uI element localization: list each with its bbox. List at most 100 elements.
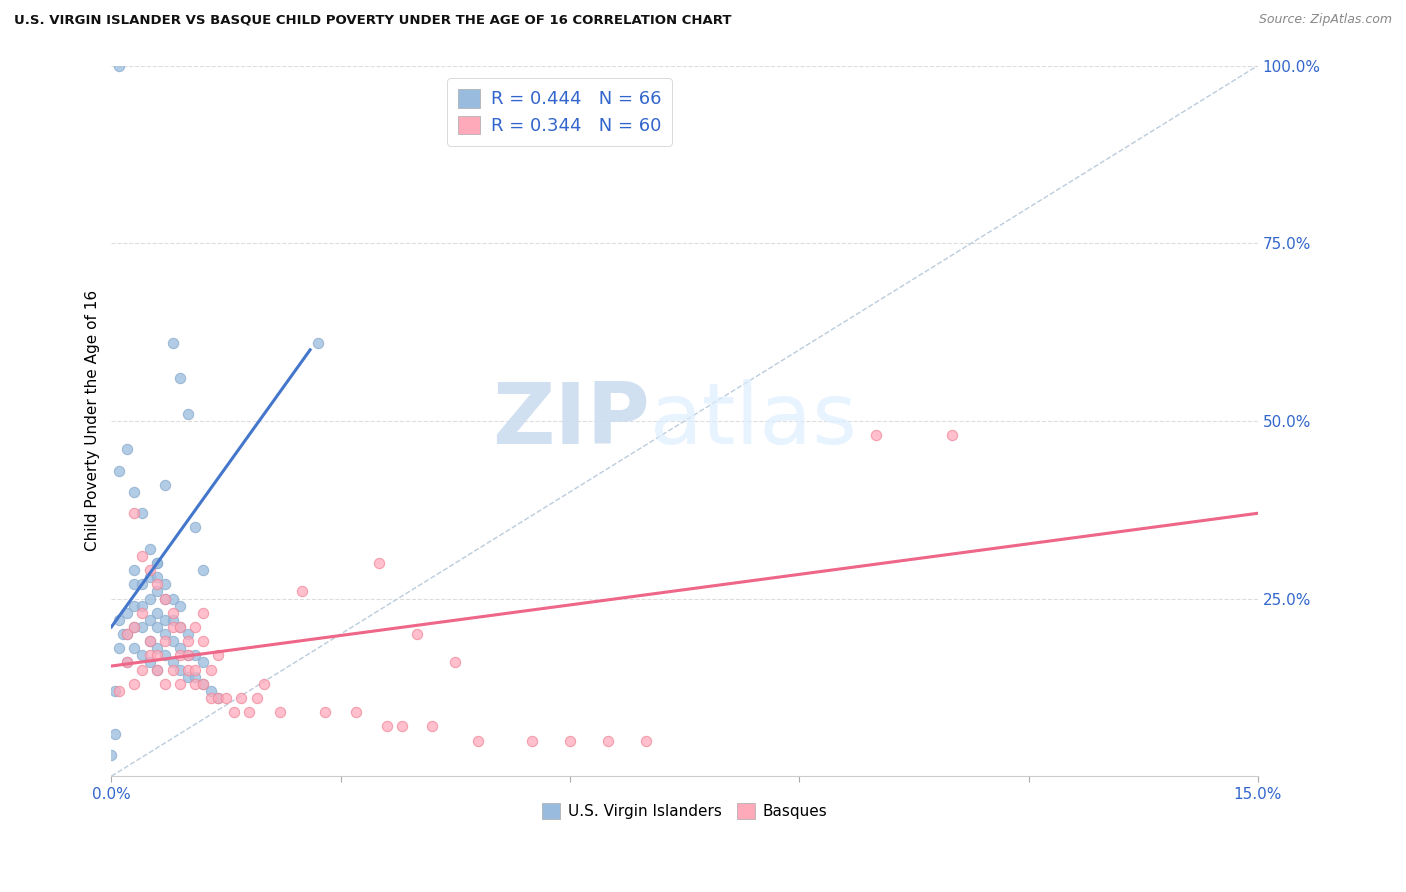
Point [138,648,160,663]
Point [124,563,146,577]
Point [162,591,184,606]
Point [177,648,200,663]
Point [124,485,146,500]
Point [162,335,184,350]
Point [191,563,214,577]
Point [115,606,138,620]
Point [344,705,367,719]
Point [184,677,207,691]
Point [375,719,398,733]
Point [162,656,184,670]
Point [191,677,214,691]
Point [138,591,160,606]
Point [146,606,169,620]
Point [153,648,176,663]
Point [115,627,138,641]
Point [231,691,253,706]
Text: Source: ZipAtlas.com: Source: ZipAtlas.com [1258,13,1392,27]
Point [146,556,169,570]
Text: atlas: atlas [650,379,858,462]
Point [146,556,169,570]
Point [200,691,222,706]
Point [200,663,222,677]
Y-axis label: Child Poverty Under the Age of 16: Child Poverty Under the Age of 16 [86,290,100,551]
Point [291,584,314,599]
Point [153,478,176,492]
Point [162,606,184,620]
Point [146,663,169,677]
Point [162,620,184,634]
Point [115,656,138,670]
Point [200,684,222,698]
Point [391,719,413,733]
Point [124,620,146,634]
Point [124,506,146,520]
Point [108,641,131,656]
Point [269,705,291,719]
Point [184,670,207,684]
Point [115,627,138,641]
Point [865,428,887,442]
Point [444,656,467,670]
Point [138,570,160,584]
Point [184,520,207,534]
Point [124,599,146,613]
Point [115,442,138,457]
Point [207,691,229,706]
Point [169,677,191,691]
Point [138,656,160,670]
Point [131,577,153,591]
Point [153,577,176,591]
Point [184,663,207,677]
Point [558,733,581,747]
Text: U.S. VIRGIN ISLANDER VS BASQUE CHILD POVERTY UNDER THE AGE OF 16 CORRELATION CHA: U.S. VIRGIN ISLANDER VS BASQUE CHILD POV… [14,13,731,27]
Point [153,627,176,641]
Point [169,371,191,385]
Point [131,663,153,677]
Point [467,733,489,747]
Point [131,620,153,634]
Legend: U.S. Virgin Islanders, Basques: U.S. Virgin Islanders, Basques [536,797,834,825]
Point [253,677,276,691]
Point [598,733,620,747]
Point [367,556,389,570]
Point [138,563,160,577]
Point [104,726,127,740]
Point [153,591,176,606]
Point [138,634,160,648]
Point [146,648,169,663]
Point [520,733,543,747]
Point [636,733,658,747]
Point [169,599,191,613]
Point [138,613,160,627]
Point [146,663,169,677]
Point [115,656,138,670]
Point [177,634,200,648]
Point [162,634,184,648]
Point [169,641,191,656]
Point [169,663,191,677]
Point [191,634,214,648]
Point [138,634,160,648]
Point [941,428,963,442]
Point [131,599,153,613]
Point [153,613,176,627]
Text: ZIP: ZIP [492,379,650,462]
Point [215,691,238,706]
Point [108,613,131,627]
Point [222,705,245,719]
Point [191,677,214,691]
Point [146,620,169,634]
Point [177,663,200,677]
Point [124,677,146,691]
Point [207,691,229,706]
Point [169,648,191,663]
Point [207,648,229,663]
Point [406,627,429,641]
Point [307,335,329,350]
Point [146,570,169,584]
Point [108,59,131,73]
Point [138,541,160,556]
Point [153,634,176,648]
Point [191,656,214,670]
